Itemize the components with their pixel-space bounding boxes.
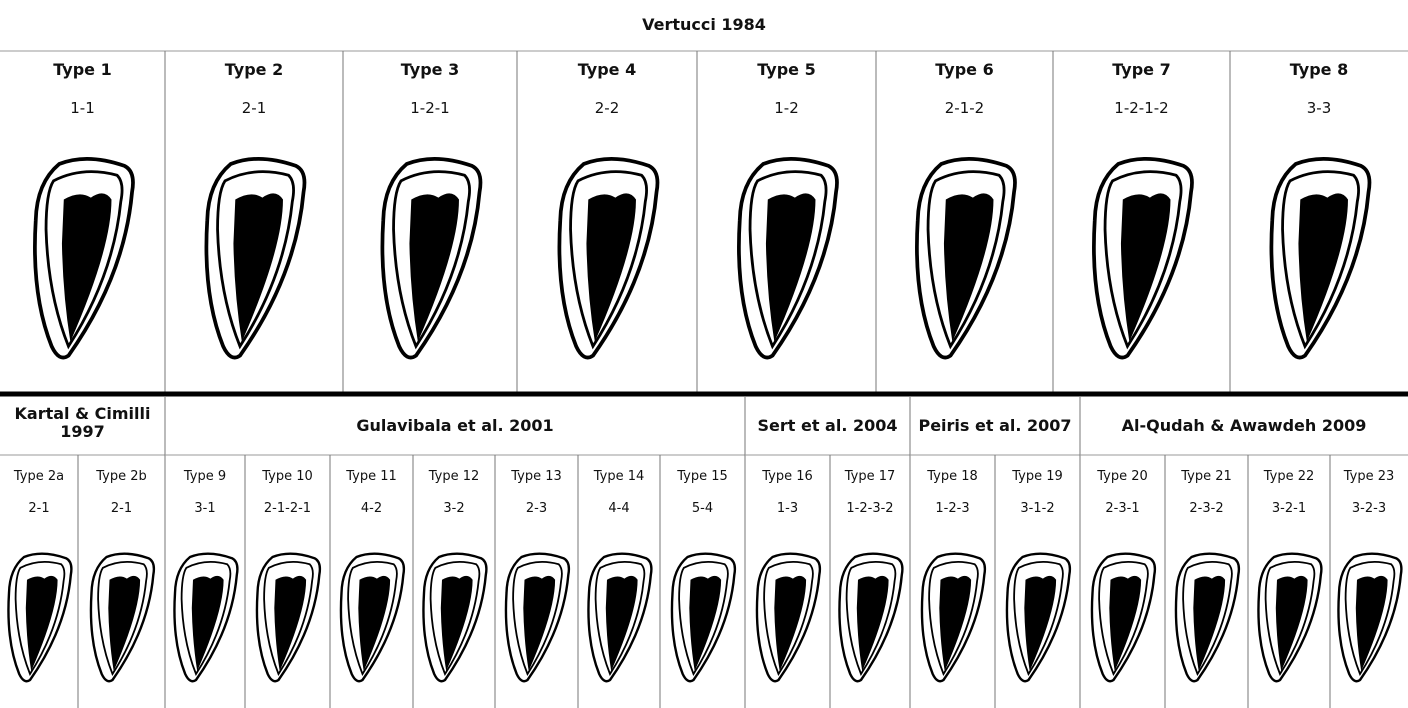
type-label: Type 1 [53, 60, 112, 79]
type-label: Type 16 [762, 469, 813, 484]
config-label: 2-3 [525, 501, 548, 516]
group-label: Gulavibala et al. 2001 [356, 416, 554, 435]
config-label: 1-2-3 [935, 501, 970, 516]
config-label: 4-4 [608, 501, 630, 516]
config-label: 3-2 [443, 501, 465, 516]
tooth-icon [422, 552, 488, 683]
config-label: 3-2-1 [1271, 501, 1307, 516]
config-label: 2-1 [28, 501, 50, 516]
tooth-icon [204, 156, 307, 360]
config-label: 2-3-2 [1189, 501, 1224, 516]
tooth-icon [255, 552, 322, 683]
type-label: Type 15 [677, 469, 728, 484]
type-label: Type 6 [935, 60, 994, 79]
tooth-icon [557, 156, 660, 360]
tooth-icon [736, 156, 839, 360]
tooth-icon [173, 552, 239, 683]
config-label: 2-1 [241, 99, 267, 117]
config-label: 2-1 [110, 501, 133, 516]
type-label: Type 21 [1181, 469, 1232, 484]
config-label: 3-2-3 [1351, 501, 1387, 516]
config-label: 2-2 [594, 99, 620, 117]
tooth-icon [1090, 552, 1157, 683]
type-label: Type 11 [346, 469, 397, 484]
type-label: Type 13 [511, 469, 562, 484]
type-label: Type 10 [262, 469, 313, 484]
config-label: 5-4 [691, 501, 714, 516]
tooth-icon [914, 156, 1017, 360]
config-label: 3-3 [1306, 99, 1332, 117]
config-label: 4-2 [360, 501, 383, 516]
type-label: Type 19 [1012, 469, 1063, 484]
tooth-icon [920, 552, 987, 683]
tooth-icon [504, 552, 571, 683]
group-label: Peiris et al. 2007 [918, 416, 1072, 435]
config-label: 1-2-1 [410, 99, 450, 117]
config-label: 2-3-1 [1105, 501, 1140, 516]
tooth-icon [755, 552, 822, 683]
type-label: Type 20 [1097, 469, 1148, 484]
tooth-icon [380, 156, 483, 360]
tooth-icon [7, 552, 73, 683]
tooth-icon [339, 552, 406, 683]
type-label: Type 9 [183, 469, 227, 484]
config-label: 1-3 [776, 501, 799, 516]
type-label: Type 7 [1112, 60, 1171, 79]
config-label: 1-2-3-2 [846, 501, 894, 516]
tooth-icon [1005, 552, 1072, 683]
type-label: Type 12 [428, 469, 480, 484]
tooth-icon [838, 552, 904, 683]
type-label: Type 14 [593, 469, 645, 484]
config-label: 3-1 [194, 501, 216, 516]
group-label: Sert et al. 2004 [757, 416, 898, 435]
config-label: 2-1-2-1 [263, 501, 312, 516]
type-label: Type 23 [1343, 469, 1395, 484]
config-label: 3-1-2 [1020, 501, 1055, 516]
type-label: Type 2 [224, 60, 284, 79]
type-label: Type 22 [1263, 469, 1315, 484]
tooth-icon [670, 552, 737, 683]
tooth-icon [1269, 156, 1372, 360]
type-label: Type 8 [1289, 60, 1349, 79]
tooth-icon [1337, 552, 1403, 683]
tooth-icon [1091, 156, 1194, 360]
type-label: Type 4 [577, 60, 637, 79]
config-label: 1-2-1-2 [1114, 99, 1169, 117]
config-label: 2-1-2 [944, 99, 985, 117]
group-label: Kartal & Cimilli 1997 [14, 404, 151, 441]
config-label: 1-1 [70, 99, 95, 117]
type-label: Type 18 [927, 469, 978, 484]
type-label: Type 2a [13, 469, 65, 484]
type-label: Type 5 [757, 60, 816, 79]
tooth-icon [89, 552, 156, 683]
type-label: Type 2b [96, 469, 147, 484]
group-label: Al-Qudah & Awawdeh 2009 [1121, 416, 1367, 435]
tooth-icon [1174, 552, 1241, 683]
type-label: Type 17 [844, 469, 896, 484]
tooth-icon [587, 552, 653, 683]
tooth-icon [32, 156, 135, 360]
title: Vertucci 1984 [642, 15, 766, 34]
tooth-icon [1257, 552, 1323, 683]
type-label: Type 3 [400, 60, 460, 79]
config-label: 1-2 [774, 99, 799, 117]
